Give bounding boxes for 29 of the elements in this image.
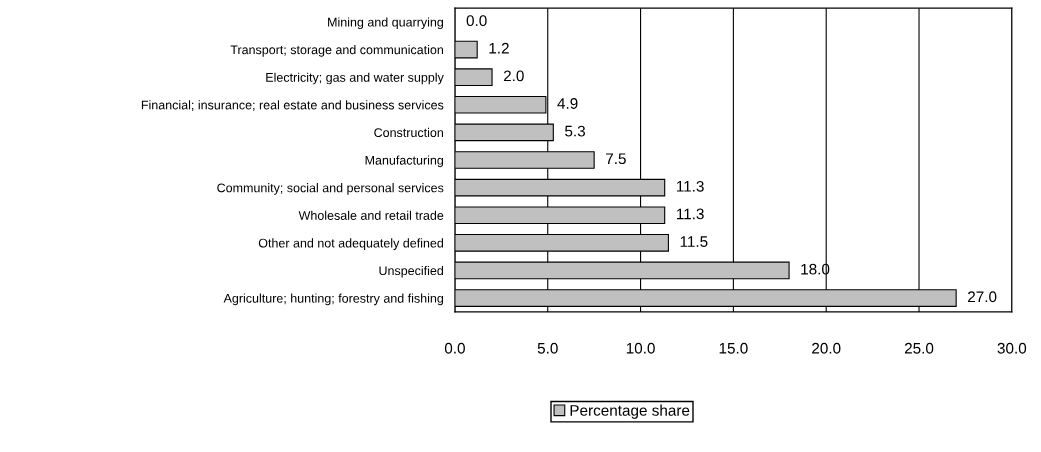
x-tick-label: 30.0 xyxy=(997,342,1027,354)
x-tick-label: 25.0 xyxy=(904,342,934,354)
x-tick-label: 5.0 xyxy=(537,342,558,354)
data-label: 7.5 xyxy=(606,153,626,165)
data-label: 1.2 xyxy=(489,42,509,54)
y-tick-label: Community; social and personal services xyxy=(217,183,444,195)
x-tick-label: 10.0 xyxy=(626,342,655,354)
y-tick-label: Electricity; gas and water supply xyxy=(266,72,444,85)
y-tick-label: Transport; storage and communication xyxy=(230,45,444,57)
y-tick-label: Construction xyxy=(374,127,443,138)
y-tick-label: Financial; insurance; real estate and business services xyxy=(141,100,444,111)
data-label: 27.0 xyxy=(968,291,997,303)
legend-label: Percentage share xyxy=(570,404,690,419)
y-tick-label: Mining and quarrying xyxy=(328,17,444,30)
y-tick-label: Wholesale and retail trade xyxy=(298,210,444,220)
data-label: 0.0 xyxy=(466,15,487,27)
y-tick-label: Manufacturing xyxy=(365,155,444,168)
data-label: 11.5 xyxy=(680,236,708,247)
data-label: 11.3 xyxy=(676,208,704,220)
x-tick-label: 20.0 xyxy=(812,342,841,354)
x-tick-label: 0.0 xyxy=(444,342,465,354)
y-tick-label: Other and not adequately defined xyxy=(258,238,444,250)
y-tick-label: Agriculture; hunting; forestry and fishing xyxy=(223,293,444,306)
data-label: 4.9 xyxy=(557,98,578,109)
data-label: 5.3 xyxy=(565,125,585,137)
data-label: 2.0 xyxy=(503,70,524,82)
y-tick-label: Unspecified xyxy=(379,265,443,278)
x-tick-label: 15.0 xyxy=(719,342,748,354)
data-label: 11.3 xyxy=(676,180,704,192)
